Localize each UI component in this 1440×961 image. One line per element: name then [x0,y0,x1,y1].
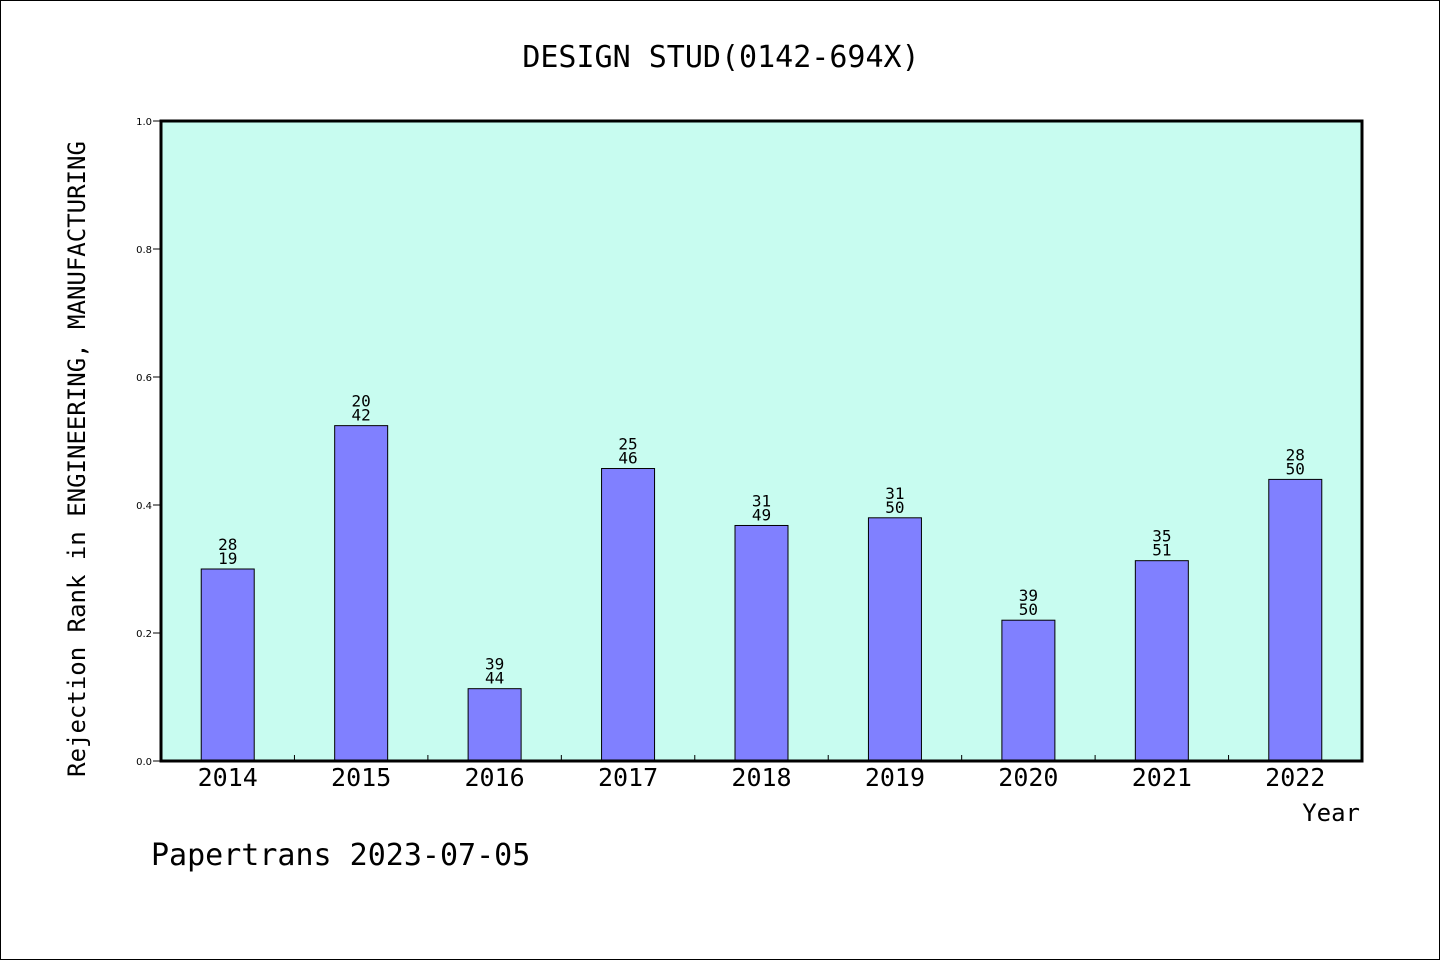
bar-label: 28 [218,535,237,554]
x-tick-label: 2019 [865,763,925,792]
bar-label: 44 [485,669,504,688]
y-axis-label: Rejection Rank in ENGINEERING, MANUFACTU… [63,141,91,777]
footer-text: Papertrans 2023-07-05 [151,838,530,873]
bar-label: 51 [1152,541,1171,560]
bar-2022 [1268,478,1323,762]
x-tick-label: 2022 [1265,763,1325,792]
bar-2021 [1134,560,1189,762]
bar-label: 31 [752,491,771,510]
bar-2016 [467,688,522,762]
x-tick-label: 2014 [198,763,258,792]
plot-border [159,119,1364,763]
x-axis-ticks: 2014 2015 2016 2017 2018 2019 2020 2021 2022 [198,755,1325,792]
x-tick-label: 2016 [465,763,525,792]
bar-label: 35 [1152,527,1171,546]
y-tick-label: 0.2 [136,629,152,640]
y-tick-label: 1.0 [136,117,152,128]
bar-2020 [1001,619,1056,762]
bar-label: 42 [352,406,371,425]
bar-label: 31 [885,484,904,503]
bar-2015 [334,425,389,762]
y-tick-label: 0.6 [136,373,152,384]
bars-group [200,425,1323,762]
y-axis-ticks: 0.0 0.2 0.4 0.6 0.8 1.0 [136,117,161,768]
bar-label: 19 [218,549,237,568]
bar-label: 20 [352,392,371,411]
bar-label: 39 [485,655,504,674]
bar-2019 [867,517,922,762]
x-axis-label: Year [1302,799,1360,827]
x-tick-label: 2015 [331,763,391,792]
y-tick-label: 0.4 [136,501,152,512]
x-tick-label: 2020 [998,763,1058,792]
bar-label: 50 [885,498,904,517]
bar-label: 49 [752,505,771,524]
bar-label: 28 [1286,445,1305,464]
x-tick-label: 2018 [731,763,791,792]
bar-label: 50 [1019,600,1038,619]
y-tick-label: 0.8 [136,245,152,256]
bar-2018 [734,524,789,762]
chart-title: DESIGN STUD(0142-694X) [522,40,919,75]
x-tick-label: 2017 [598,763,658,792]
bar-label: 50 [1286,459,1305,478]
y-tick-label: 0.0 [136,757,152,768]
bar-label: 46 [618,449,637,468]
bar-label: 25 [618,435,637,454]
bar-label: 39 [1019,586,1038,605]
x-tick-label: 2021 [1132,763,1192,792]
bar-2017 [601,468,656,762]
bar-2014 [200,568,255,762]
